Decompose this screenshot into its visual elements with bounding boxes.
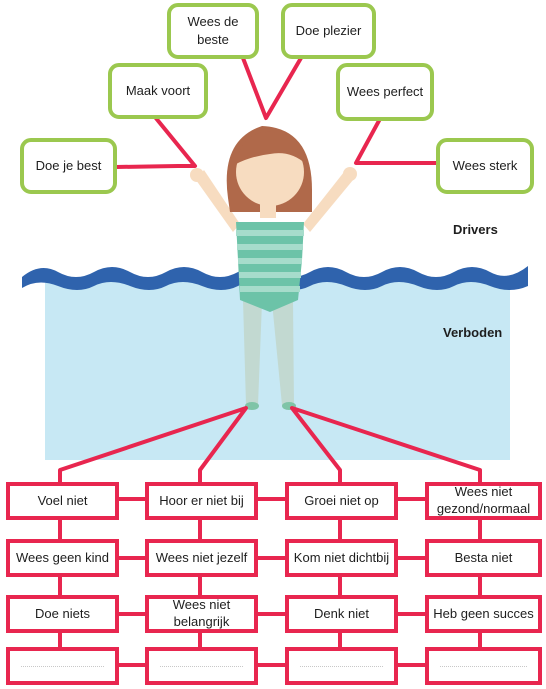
- girl-figure: [190, 126, 357, 312]
- verbod-denk-niet: Denk niet: [285, 595, 398, 633]
- verbod-blank-4: [425, 647, 542, 685]
- driver-wees-de-beste: Wees de beste: [167, 3, 259, 59]
- verbod-connectors: [58, 406, 482, 487]
- verbod-doe-niets: Doe niets: [6, 595, 119, 633]
- verbod-blank-3: [285, 647, 398, 685]
- verbod-wees-niet-belangrijk: Wees niet belangrijk: [145, 595, 258, 633]
- girl-legs: [243, 300, 296, 410]
- driver-maak-voort: Maak voort: [108, 63, 208, 119]
- driver-doe-je-best: Doe je best: [20, 138, 117, 194]
- driver-connectors: [114, 56, 442, 169]
- verbod-blank-1: [6, 647, 119, 685]
- verboden-label: Verboden: [443, 325, 503, 340]
- driver-doe-plezier: Doe plezier: [281, 3, 376, 59]
- verbod-groei-niet-op: Groei niet op: [285, 482, 398, 520]
- verbod-kom-niet-dichtbij: Kom niet dichtbij: [285, 539, 398, 577]
- dotted-line: [20, 665, 105, 667]
- driver-wees-sterk: Wees sterk: [436, 138, 534, 194]
- drivers-label: Drivers: [453, 222, 498, 237]
- grid-connectors: [58, 497, 482, 667]
- verbod-wees-niet-gezond-normaal: Wees niet gezond/normaal: [425, 482, 542, 520]
- verbod-blank-2: [145, 647, 258, 685]
- verbod-wees-niet-jezelf: Wees niet jezelf: [145, 539, 258, 577]
- verbod-voel-niet: Voel niet: [6, 482, 119, 520]
- verbod-hoor-er-niet-bij: Hoor er niet bij: [145, 482, 258, 520]
- verbod-besta-niet: Besta niet: [425, 539, 542, 577]
- verbod-heb-geen-succes: Heb geen succes: [425, 595, 542, 633]
- dotted-line: [440, 665, 527, 667]
- driver-wees-perfect: Wees perfect: [336, 63, 434, 121]
- dotted-line: [159, 665, 244, 667]
- verbod-wees-geen-kind: Wees geen kind: [6, 539, 119, 577]
- dotted-line: [299, 665, 384, 667]
